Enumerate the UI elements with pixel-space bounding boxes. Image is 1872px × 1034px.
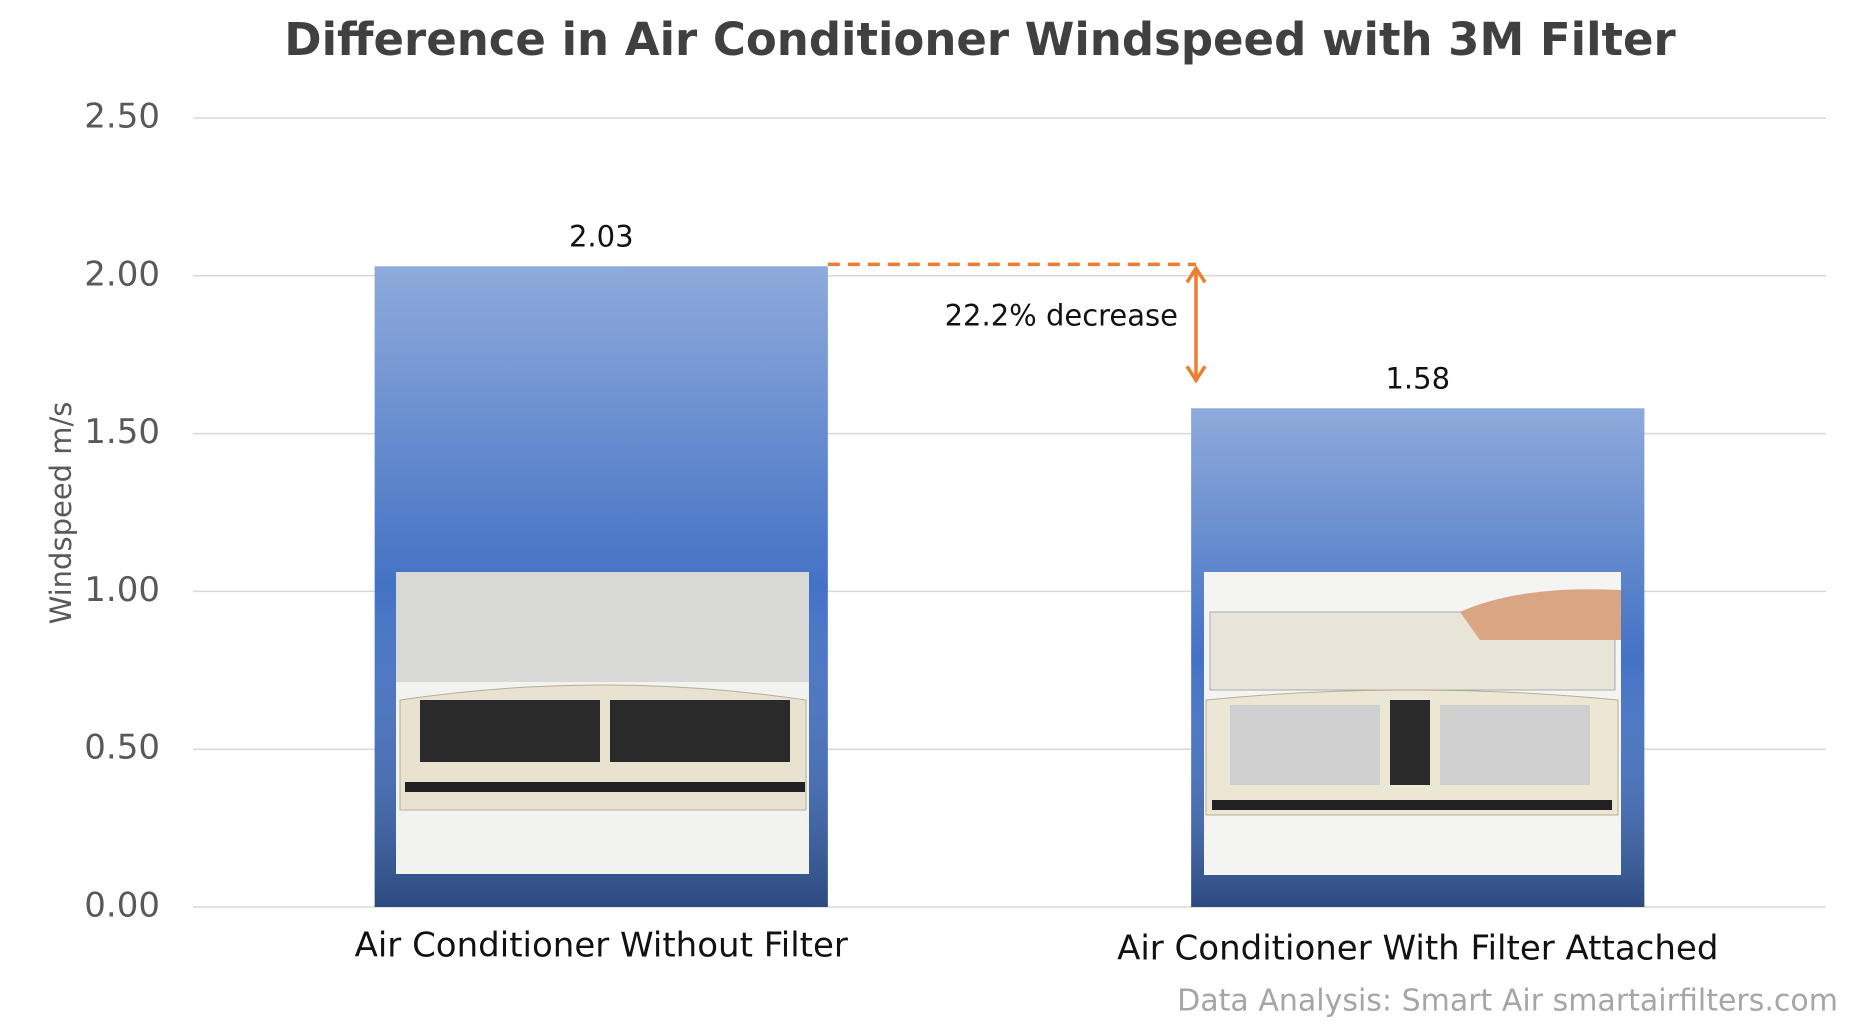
arrow-head [1185, 365, 1207, 384]
y-tick-label: 0.00 [84, 886, 160, 926]
chart-title: Difference in Air Conditioner Windspeed … [284, 13, 1676, 66]
annotation: 22.2% decrease [945, 298, 1178, 332]
y-tick-label: 1.50 [84, 412, 160, 452]
arrow-head [1185, 265, 1207, 284]
photos [396, 572, 1621, 875]
y-tick-label: 0.50 [84, 728, 160, 768]
y-tick-label: 1.00 [84, 570, 160, 610]
data-label: 2.03 [569, 219, 634, 253]
y-axis-label: Windspeed m/s [44, 402, 78, 625]
photo-without-filter [396, 572, 809, 874]
x-tick-label: Air Conditioner With Filter Attached [1117, 929, 1718, 969]
x-tick-label: Air Conditioner Without Filter [355, 926, 848, 966]
source-note: Data Analysis: Smart Air smartairfilters… [1177, 984, 1838, 1019]
photo-with-filter [1204, 572, 1621, 875]
data-label: 1.58 [1385, 361, 1450, 395]
y-tick-label: 2.50 [84, 97, 160, 137]
y-tick-label: 2.00 [84, 254, 160, 294]
